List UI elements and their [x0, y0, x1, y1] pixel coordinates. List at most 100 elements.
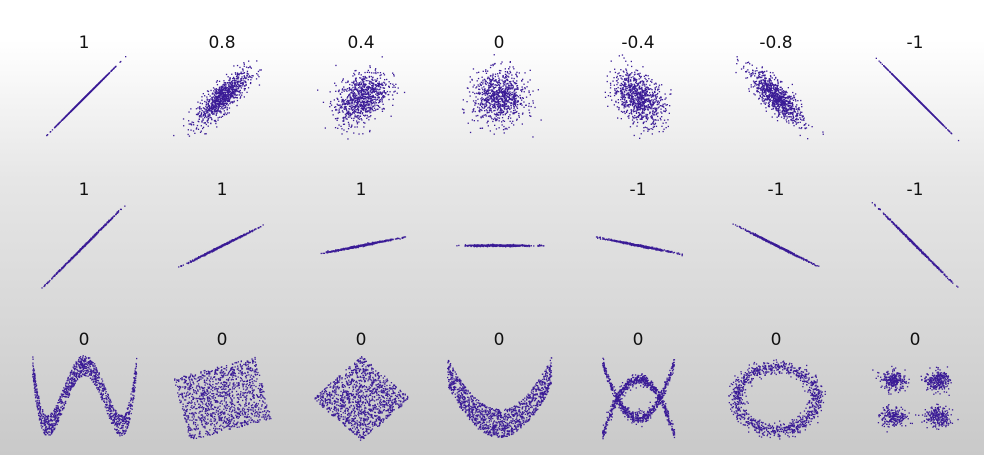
coefficient-label: 0 — [217, 330, 228, 350]
data-point — [243, 62, 245, 64]
data-point — [506, 88, 508, 90]
data-point — [775, 109, 777, 111]
data-point — [369, 83, 371, 85]
data-point — [620, 77, 622, 79]
data-point — [779, 81, 782, 83]
data-point — [621, 93, 624, 95]
data-point — [625, 83, 627, 85]
data-point — [629, 126, 632, 128]
data-point — [212, 92, 214, 94]
data-point — [524, 72, 526, 74]
data-point — [481, 101, 483, 103]
data-point — [488, 110, 491, 112]
data-point — [478, 92, 480, 94]
data-point — [360, 82, 362, 85]
data-point — [500, 91, 502, 93]
data-point — [206, 111, 208, 113]
data-point — [622, 84, 624, 86]
data-point — [363, 121, 365, 124]
data-point — [654, 90, 656, 93]
data-point — [497, 73, 499, 75]
scatter-panel-linear — [461, 54, 542, 138]
data-point — [490, 94, 493, 96]
data-point — [243, 63, 245, 65]
data-point — [646, 98, 648, 101]
data-point — [648, 97, 650, 100]
data-point — [766, 80, 769, 82]
data-point — [493, 97, 495, 99]
data-point — [227, 84, 230, 86]
data-point — [223, 107, 225, 109]
data-point — [478, 88, 480, 90]
data-point — [347, 112, 349, 114]
data-point — [639, 101, 641, 103]
data-point — [629, 95, 631, 97]
data-point — [504, 89, 506, 91]
data-point — [375, 80, 377, 82]
data-point — [633, 85, 635, 87]
data-point — [84, 96, 86, 98]
data-point — [479, 110, 481, 112]
data-point — [218, 101, 220, 103]
data-point — [385, 93, 387, 95]
data-point — [628, 117, 630, 119]
data-point — [374, 105, 376, 107]
data-point — [363, 81, 365, 83]
data-point — [501, 117, 504, 119]
data-point — [208, 109, 210, 111]
data-point — [644, 105, 647, 108]
data-point — [353, 98, 355, 100]
data-point — [487, 98, 489, 101]
data-point — [377, 97, 379, 99]
data-point — [638, 74, 640, 76]
data-point — [346, 111, 348, 113]
data-point — [623, 85, 625, 88]
data-point — [221, 115, 224, 117]
data-point — [646, 106, 648, 109]
data-point — [481, 76, 483, 78]
data-point — [101, 79, 103, 82]
data-point — [650, 88, 652, 90]
data-point — [393, 85, 395, 87]
data-point — [621, 54, 624, 56]
data-point — [651, 89, 653, 91]
data-point — [766, 85, 768, 87]
data-point — [499, 101, 501, 103]
data-point — [628, 112, 631, 115]
data-point — [104, 76, 106, 78]
data-point — [361, 103, 363, 106]
data-point — [371, 106, 373, 108]
coefficient-label: 0 — [79, 330, 90, 350]
data-point — [336, 103, 338, 105]
data-point — [214, 91, 216, 93]
data-point — [499, 109, 502, 111]
data-point — [208, 113, 211, 115]
data-point — [504, 71, 507, 73]
data-point — [508, 89, 510, 91]
data-point — [651, 117, 653, 119]
data-point — [629, 94, 631, 97]
data-point — [394, 86, 396, 88]
data-point — [205, 109, 207, 111]
data-point — [214, 109, 216, 111]
data-point — [369, 80, 371, 82]
data-point — [514, 100, 516, 102]
data-point — [496, 93, 498, 96]
data-point — [357, 109, 360, 112]
data-point — [499, 87, 502, 90]
data-point — [498, 69, 501, 72]
data-point — [633, 77, 636, 79]
data-point — [247, 73, 250, 75]
data-point — [634, 85, 636, 87]
data-point — [489, 92, 491, 94]
data-point — [615, 88, 618, 90]
data-point — [219, 97, 221, 99]
data-point — [617, 73, 619, 75]
data-point — [352, 95, 355, 97]
data-point — [77, 103, 80, 105]
data-point — [629, 103, 631, 105]
data-point — [479, 111, 481, 113]
data-point — [497, 104, 499, 106]
data-point — [341, 88, 344, 90]
data-point — [226, 102, 228, 104]
